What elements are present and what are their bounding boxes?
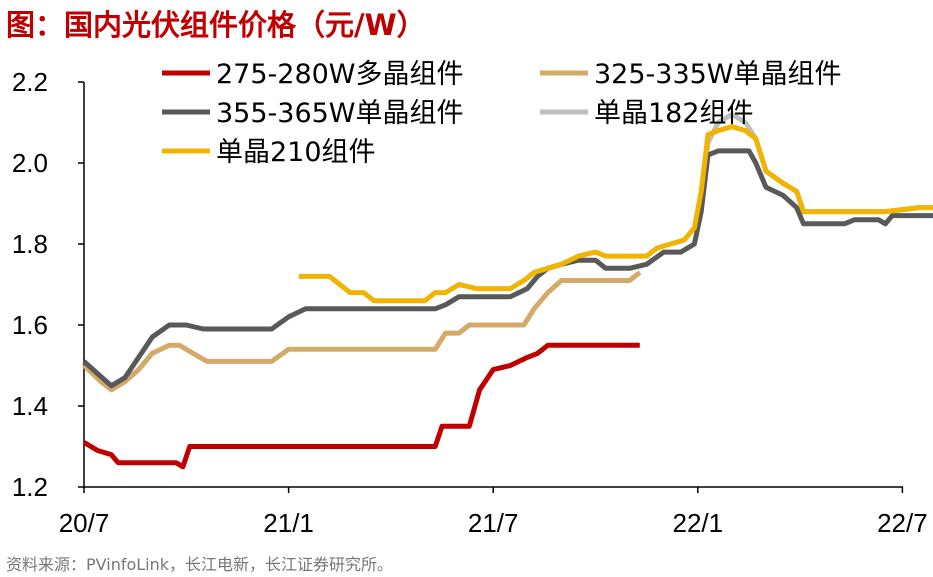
chart-title: 图：国内光伏组件价格（元/W） bbox=[6, 8, 426, 42]
legend-label: 355-365W单晶组件 bbox=[216, 98, 464, 129]
series-line-2 bbox=[82, 270, 642, 393]
legend-label: 单晶182组件 bbox=[594, 98, 754, 129]
legend-label: 275-280W多晶组件 bbox=[216, 59, 464, 90]
y-tick-label: 2.2 bbox=[12, 67, 48, 97]
x-tick-label: 20/7 bbox=[59, 508, 110, 538]
x-tick-label: 21/7 bbox=[468, 508, 519, 538]
series-line-3 bbox=[82, 148, 933, 389]
x-tick-label: 22/1 bbox=[672, 508, 723, 538]
chart-series-lines bbox=[82, 111, 933, 470]
chart-legend: 275-280W多晶组件 325-335W单晶组件 355-365W单晶组件 单晶18… bbox=[162, 59, 842, 168]
y-tick-label: 1.4 bbox=[12, 391, 48, 421]
chart-axes: 1.2 1.4 1.6 1.8 2.0 2.2 20/7 21/1 21/7 22/1 22/7 bbox=[12, 67, 928, 538]
y-tick-label: 1.2 bbox=[12, 472, 48, 502]
x-tick-label: 21/1 bbox=[263, 508, 314, 538]
source-note: 资料来源：PVinfoLink，长江电新，长江证券研究所。 bbox=[6, 555, 394, 574]
y-tick-label: 1.8 bbox=[12, 229, 48, 259]
series-line-1 bbox=[82, 342, 640, 470]
series-line-5 bbox=[298, 124, 933, 304]
x-tick-label: 22/7 bbox=[877, 508, 928, 538]
legend-label: 单晶210组件 bbox=[216, 137, 376, 168]
y-tick-label: 1.6 bbox=[12, 310, 48, 340]
y-tick-label: 2.0 bbox=[12, 148, 48, 178]
legend-label: 325-335W单晶组件 bbox=[594, 59, 842, 90]
